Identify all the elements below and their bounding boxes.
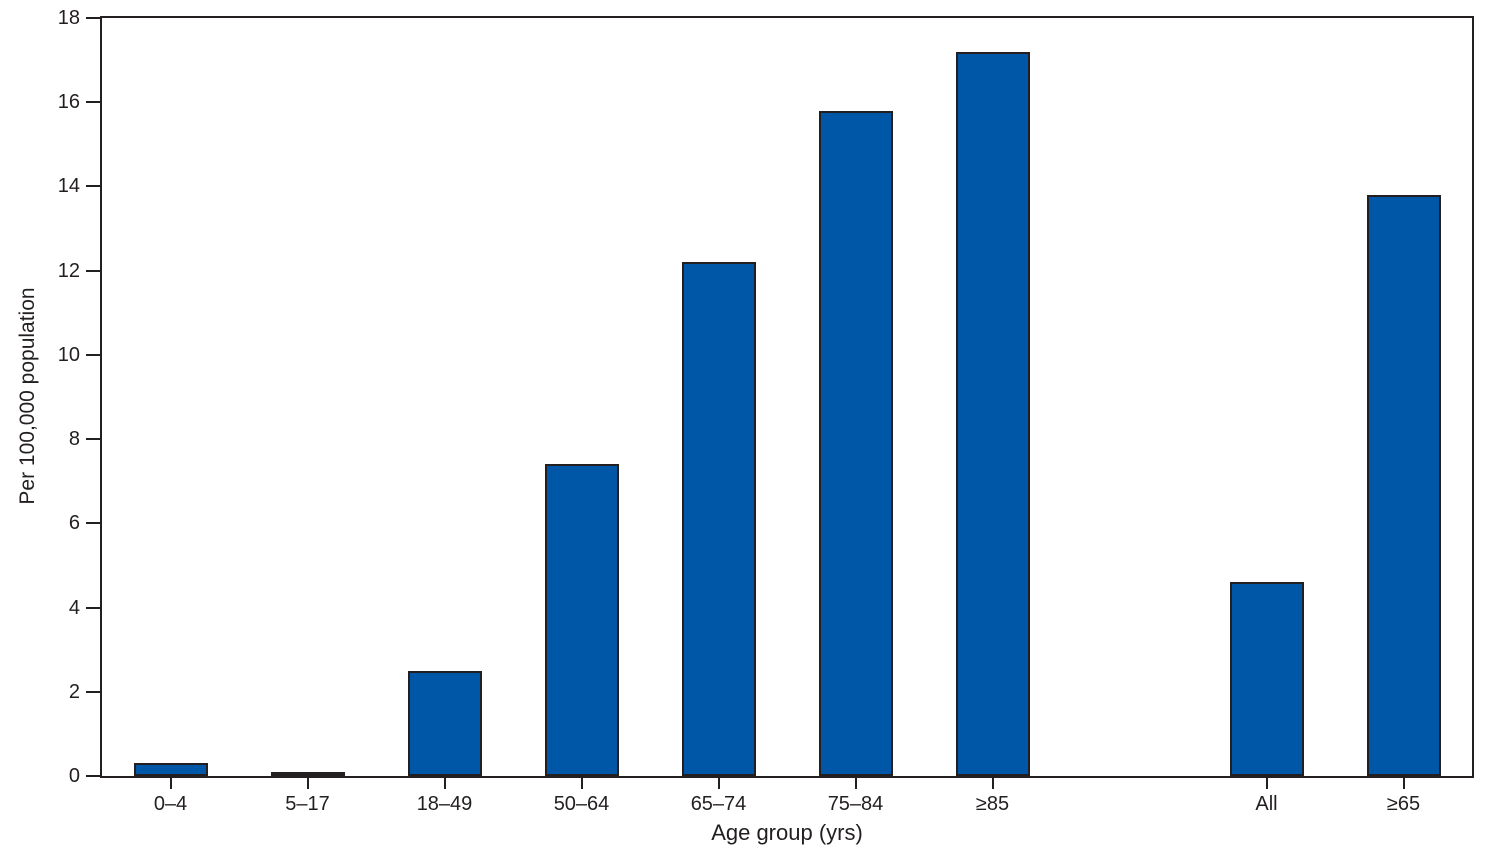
y-axis-tick-label: 4	[68, 596, 80, 619]
bar--65	[1366, 194, 1441, 776]
x-axis-tick-label: 0–4	[153, 793, 188, 815]
y-axis-tick-label: 10	[57, 343, 80, 366]
y-axis-tick-label: 6	[68, 512, 80, 535]
x-axis-tick-label: 5–17	[285, 793, 330, 815]
y-axis-title: Per 100,000 population	[16, 287, 39, 505]
x-axis-tick-label: 18–49	[416, 793, 473, 815]
x-axis-tick-label: 75–84	[827, 793, 884, 815]
y-axis-tick	[86, 690, 100, 693]
bar-75-84	[818, 110, 893, 776]
plot-area	[100, 16, 1474, 778]
y-axis-tick-label: 2	[68, 680, 80, 703]
y-axis-tick	[86, 101, 100, 104]
y-axis-tick-label: 8	[68, 428, 80, 451]
y-axis-tick-label: 16	[57, 91, 80, 114]
x-axis-tick	[717, 778, 720, 789]
y-axis-tick-label: 18	[57, 7, 80, 29]
x-axis-tick	[443, 778, 446, 789]
y-axis-tick	[86, 269, 100, 272]
y-axis-tick	[86, 353, 100, 356]
bar-18-49	[407, 670, 482, 776]
x-axis-tick-label: All	[1255, 793, 1278, 815]
y-axis-tick	[86, 775, 100, 777]
bar--85	[955, 51, 1030, 776]
y-axis-tick	[86, 185, 100, 188]
bar-5-17	[270, 771, 345, 776]
x-axis-tick	[854, 778, 857, 789]
x-axis-tick-label: 50–64	[553, 793, 610, 815]
y-axis-tick-label: 12	[57, 259, 80, 282]
y-axis-tick	[86, 606, 100, 609]
x-axis-tick	[306, 778, 309, 789]
x-axis-tick-label: ≥65	[1386, 793, 1421, 815]
x-axis-tick-label: 65–74	[690, 793, 747, 815]
x-axis-tick	[1265, 778, 1268, 789]
bar-0-4	[133, 763, 208, 776]
x-axis-tick-label: ≥85	[975, 793, 1010, 815]
y-axis-tick-label: 14	[57, 175, 80, 198]
bar-50-64	[544, 464, 619, 776]
x-axis-title: Age group (yrs)	[711, 820, 863, 845]
y-axis-tick-label: 0	[68, 765, 80, 787]
y-axis-tick	[86, 17, 100, 19]
x-axis-tick	[169, 778, 172, 789]
x-axis-tick	[1402, 778, 1405, 789]
bar-65-74	[681, 262, 756, 776]
y-axis-tick	[86, 438, 100, 441]
y-axis-tick	[86, 522, 100, 525]
bar-all	[1229, 582, 1304, 776]
x-axis-tick	[580, 778, 583, 789]
x-axis-tick	[991, 778, 994, 789]
